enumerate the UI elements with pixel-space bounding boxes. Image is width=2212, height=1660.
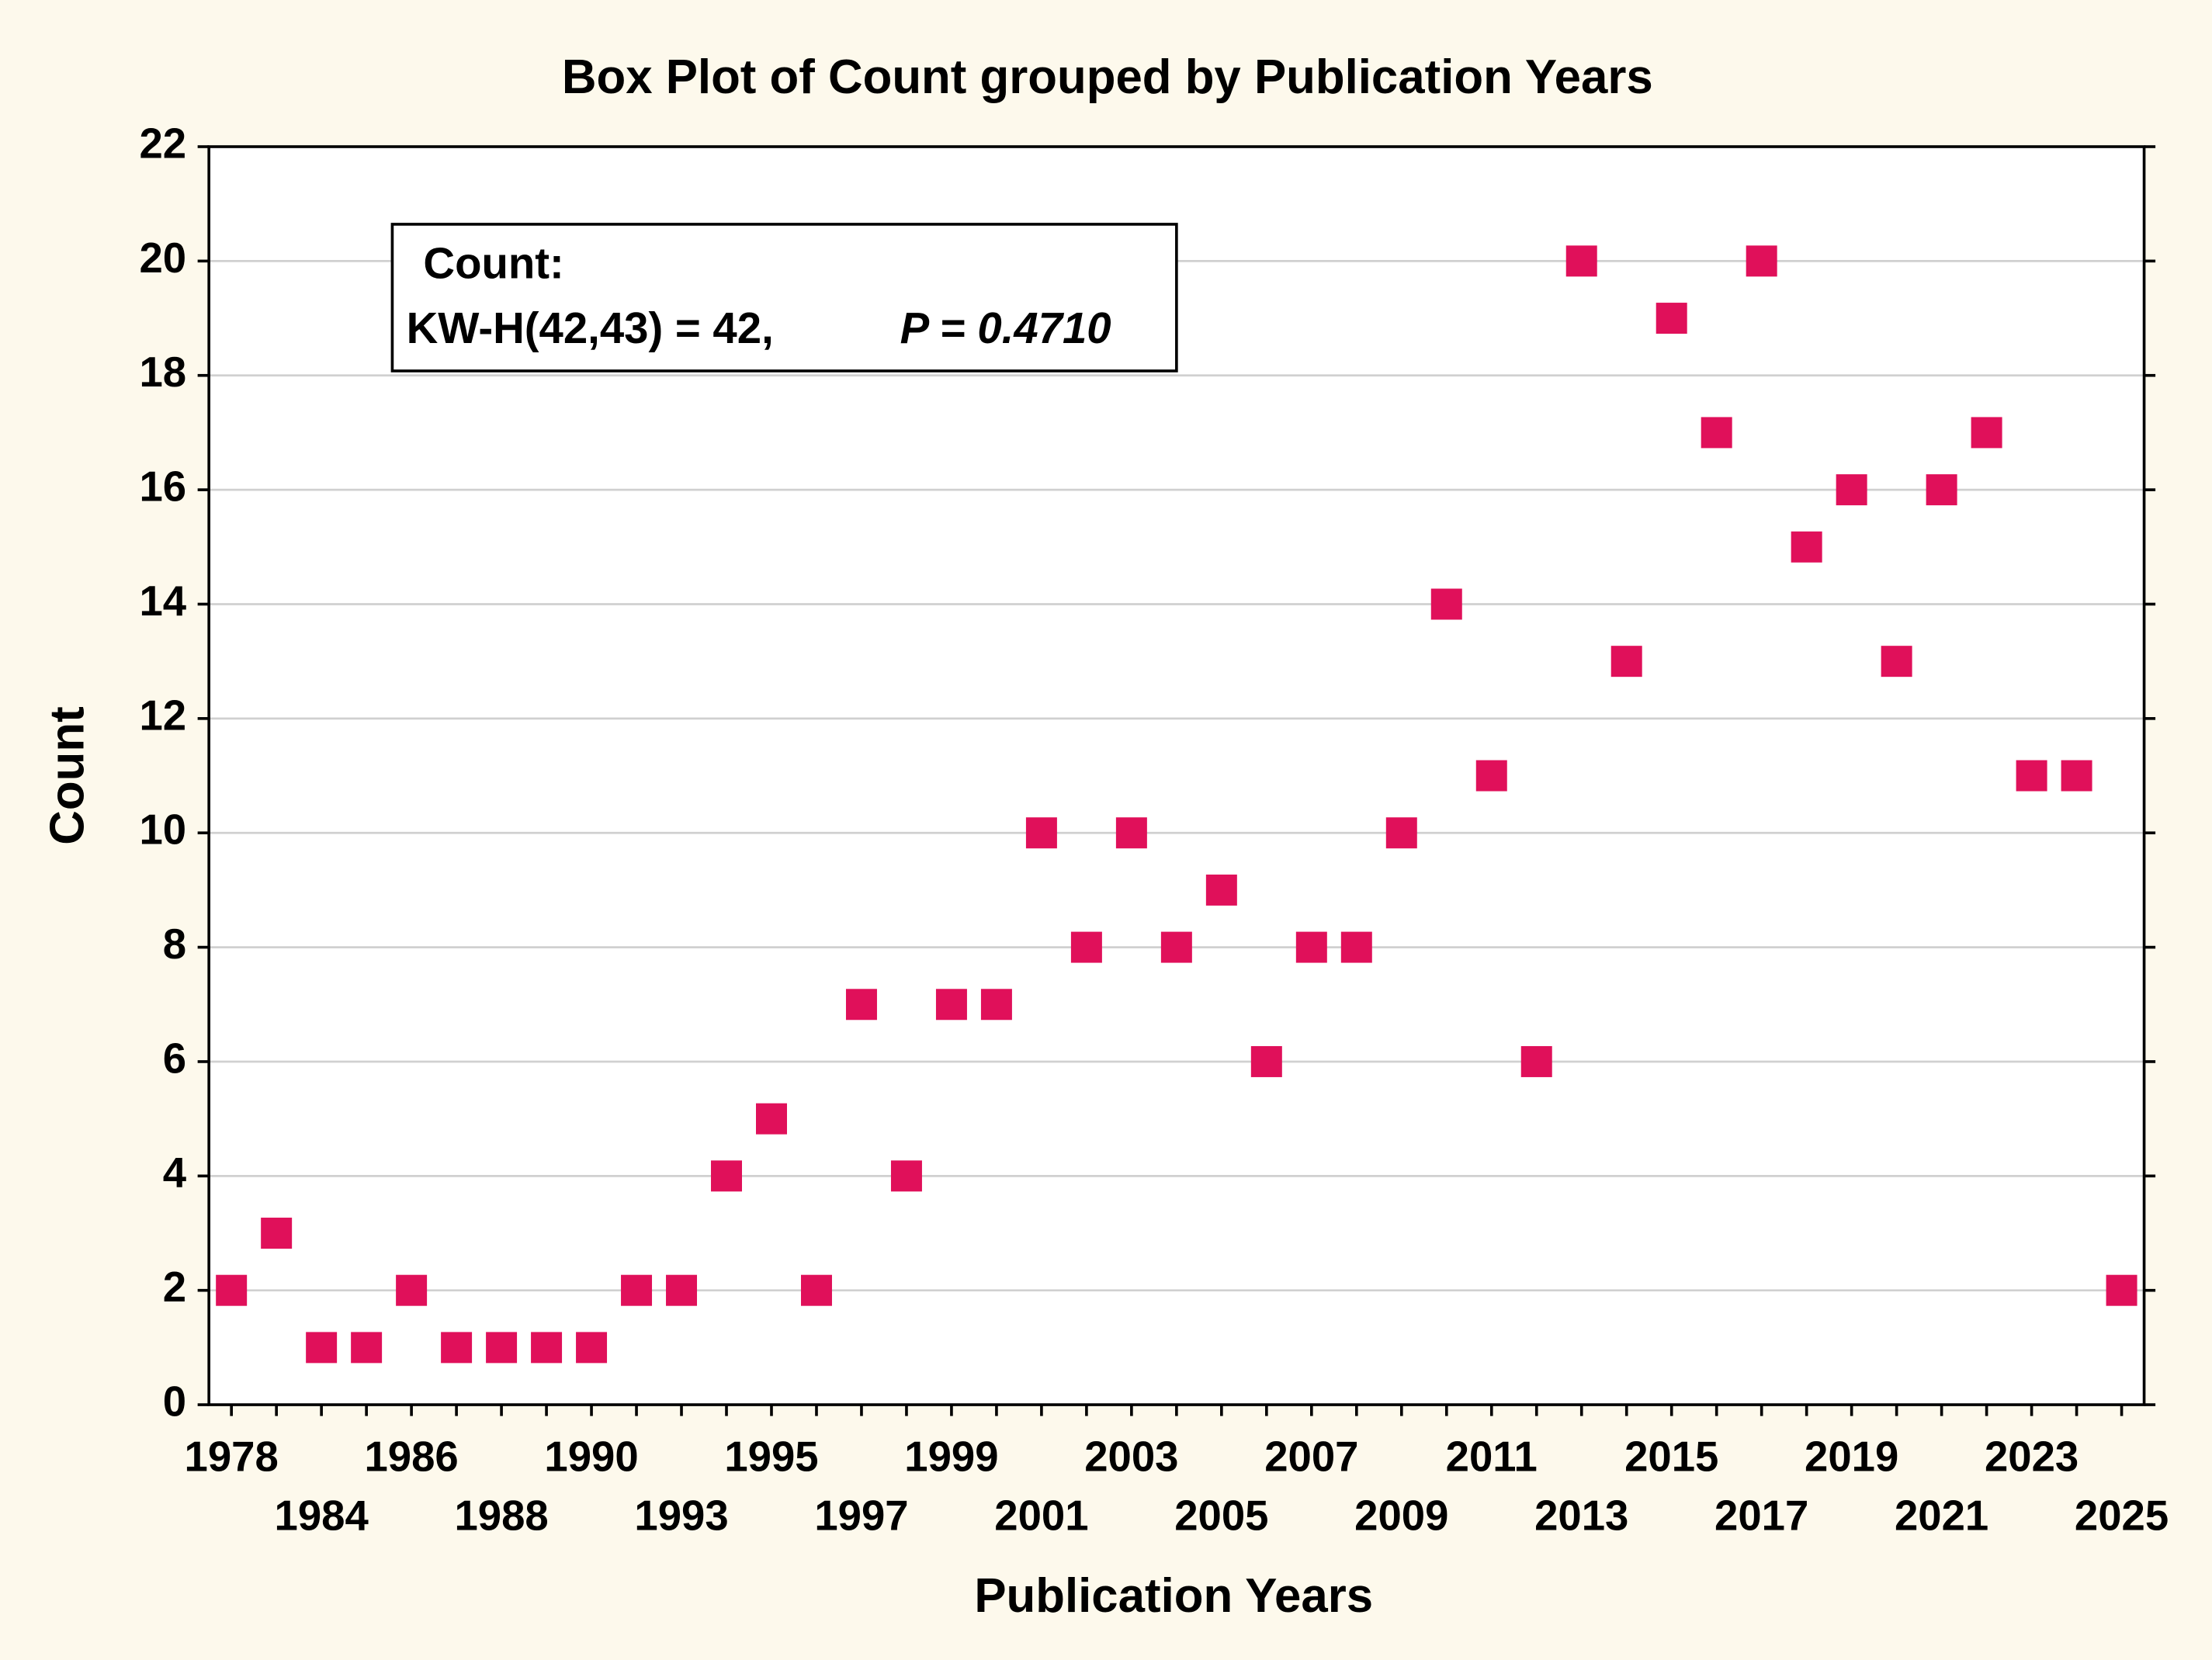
y-tick-label: 22 (139, 120, 186, 167)
point (216, 1274, 248, 1306)
point (1656, 303, 1687, 334)
point (261, 1218, 293, 1249)
x-tick-label: 2005 (1174, 1492, 1268, 1540)
annotation-box (390, 223, 1178, 373)
x-tick-label: 1997 (814, 1492, 908, 1540)
x-tick-label: 2003 (1084, 1433, 1178, 1480)
x-tick-label: 1995 (724, 1433, 818, 1480)
point (1565, 245, 1597, 277)
point (351, 1332, 383, 1364)
point (666, 1274, 698, 1306)
y-tick-label: 16 (139, 463, 186, 511)
x-tick-label: 1993 (634, 1492, 728, 1540)
x-tick-label: 1978 (185, 1433, 279, 1480)
point (2016, 760, 2047, 792)
x-tick-label: 2019 (1805, 1433, 1898, 1480)
point (2061, 760, 2092, 792)
point (1430, 588, 1462, 620)
point (441, 1332, 473, 1364)
point (1610, 646, 1642, 678)
y-axis-label: Count (40, 706, 94, 844)
point (800, 1274, 832, 1306)
x-tick-label: 1988 (454, 1492, 548, 1540)
x-tick-label: 2013 (1534, 1492, 1628, 1540)
x-tick-label: 2009 (1354, 1492, 1448, 1540)
x-tick-label: 2007 (1264, 1433, 1358, 1480)
point (845, 989, 877, 1021)
point (531, 1332, 563, 1364)
point (486, 1332, 518, 1364)
point (711, 1160, 743, 1192)
point (621, 1274, 653, 1306)
x-tick-label: 2011 (1446, 1433, 1538, 1480)
x-tick-label: 1999 (904, 1433, 998, 1480)
y-tick-label: 8 (163, 920, 186, 968)
chart-title: Box Plot of Count grouped by Publication… (562, 50, 1653, 104)
point (1160, 931, 1192, 963)
point (1971, 417, 2002, 449)
y-tick-label: 14 (139, 577, 186, 625)
annotation-p-value: P = 0.4710 (900, 303, 1111, 352)
point (1070, 931, 1102, 963)
point (980, 989, 1012, 1021)
y-tick-label: 10 (139, 806, 186, 854)
point (1791, 531, 1822, 563)
point (1475, 760, 1507, 792)
x-tick-label: 2025 (2075, 1492, 2169, 1540)
x-tick-label: 1984 (275, 1492, 369, 1540)
y-tick-label: 6 (163, 1034, 186, 1082)
x-tick-label: 2001 (994, 1492, 1088, 1540)
x-tick-label: 1986 (364, 1433, 458, 1480)
x-tick-label: 1990 (544, 1433, 638, 1480)
x-tick-label: 2023 (1985, 1433, 2079, 1480)
y-tick-label: 20 (139, 234, 186, 282)
y-tick-label: 4 (163, 1149, 187, 1197)
x-tick-label: 2021 (1895, 1492, 1988, 1540)
y-tick-label: 0 (163, 1378, 186, 1425)
annotation-heading: Count: (423, 238, 563, 287)
point (890, 1160, 922, 1192)
point (576, 1332, 608, 1364)
point (1701, 417, 1732, 449)
point (306, 1332, 338, 1364)
point (1250, 1045, 1282, 1077)
x-tick-label: 2017 (1714, 1492, 1808, 1540)
y-tick-label: 2 (163, 1263, 186, 1311)
x-tick-label: 2015 (1624, 1433, 1718, 1480)
point (1385, 817, 1417, 849)
point (1295, 931, 1327, 963)
marks (216, 245, 2137, 1364)
point (1881, 646, 1912, 678)
grid: 0 2 4 6 8 10 12 14 16 18 20 22 1978 1984 1986 1988 1990 1… (139, 120, 2169, 1539)
point (1340, 931, 1372, 963)
point (1115, 817, 1147, 849)
point (2106, 1274, 2137, 1306)
annotation-statistic: KW-H(42,43) = 42, (407, 303, 774, 352)
point (1926, 474, 1957, 506)
y-tick-label: 12 (139, 691, 186, 739)
point (756, 1103, 787, 1135)
plot-frame (207, 145, 2146, 1406)
point (396, 1274, 428, 1306)
point (1746, 245, 1777, 277)
y-tick-label: 18 (139, 348, 186, 396)
x-axis-label: Publication Years (974, 1569, 1373, 1623)
point (1025, 817, 1057, 849)
point (935, 989, 967, 1021)
point (1836, 474, 1867, 506)
point (1520, 1045, 1552, 1077)
point (1205, 874, 1237, 906)
